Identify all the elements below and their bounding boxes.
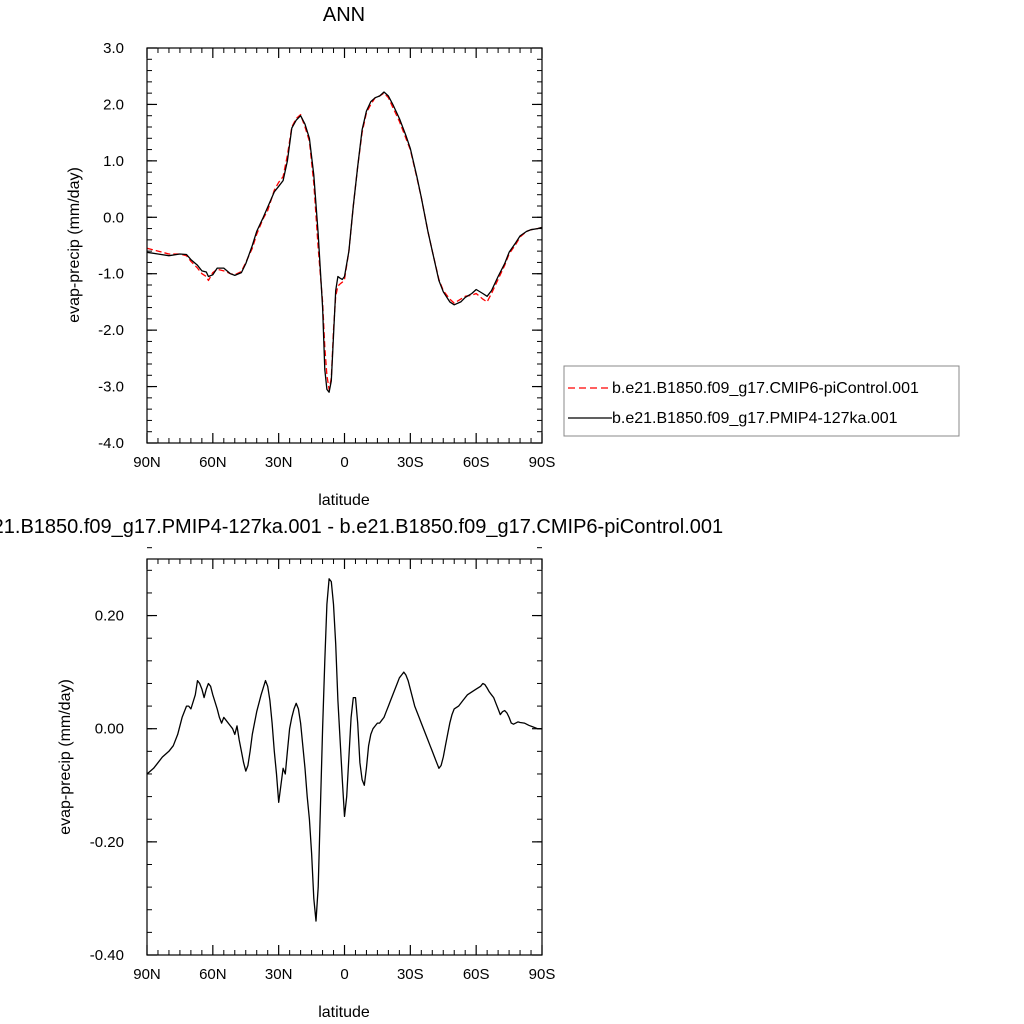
y-tick-label: 3.0 (103, 40, 124, 57)
x-tick-label: 60N (199, 966, 227, 983)
panel-2-series (146, 578, 542, 922)
x-tick-label: 60S (463, 454, 490, 471)
y-tick-label: -0.20 (90, 834, 124, 851)
x-tick-label: 60N (199, 454, 227, 471)
difference-panel: b.e21.B1850.f09_g17.PMIP4-127ka.001 - b.… (0, 516, 723, 1021)
y-tick-label: 0.00 (95, 721, 124, 738)
y-tick-label: -1.0 (98, 266, 124, 283)
x-tick-label: 30S (397, 454, 424, 471)
panel-1-xlabel: latitude (318, 492, 370, 509)
panel-1-ylabel: evap-precip (mm/day) (66, 167, 83, 323)
y-tick-label: 1.0 (103, 153, 124, 170)
legend: b.e21.B1850.f09_g17.CMIP6-piControl.001 … (563, 365, 960, 437)
y-tick-label: 0.0 (103, 209, 124, 226)
series-line-1 (146, 578, 542, 922)
y-tick-label: -4.0 (98, 435, 124, 452)
x-tick-label: 90N (133, 454, 161, 471)
panel-2-ticks: 90N 60N 30N 0 30S 60S 90S 0.20 0.00 -0.20 -0.40 (90, 547, 556, 983)
x-tick-label: 30N (265, 454, 293, 471)
y-tick-label: 0.20 (95, 608, 124, 625)
x-tick-label: 60S (463, 966, 490, 983)
y-tick-label: -2.0 (98, 322, 124, 339)
x-tick-label: 0 (340, 454, 348, 471)
y-tick-label: 2.0 (103, 96, 124, 113)
panel-2-frame (146, 558, 543, 956)
x-tick-label: 90N (133, 966, 161, 983)
annual-panel: ANN 90N 60N 30N 0 30S 60S 90S 3.0 2.0 1.0 0.0 -1.0 -… (66, 4, 555, 509)
panel-1-frame (146, 47, 543, 444)
panel-1-ticks: 90N 60N 30N 0 30S 60S 90S 3.0 2.0 1.0 0.0 -1.0 -2.0 -… (98, 40, 555, 471)
x-tick-label: 0 (340, 966, 348, 983)
panel-2-ylabel: evap-precip (mm/day) (57, 679, 74, 835)
y-tick-label: -3.0 (98, 379, 124, 396)
panel-1-series (146, 91, 543, 393)
legend-box (563, 365, 960, 437)
x-tick-label: 90S (529, 966, 556, 983)
legend-label-picontrol: b.e21.B1850.f09_g17.CMIP6-piControl.001 (612, 380, 919, 397)
x-tick-label: 30S (397, 966, 424, 983)
panel-2-xlabel: latitude (318, 1004, 370, 1021)
series-line-1 (146, 92, 543, 391)
x-tick-label: 30N (265, 966, 293, 983)
panel-1-title: ANN (323, 4, 365, 26)
legend-label-127ka: b.e21.B1850.f09_g17.PMIP4-127ka.001 (612, 410, 898, 427)
y-tick-label: -0.40 (90, 947, 124, 964)
panel-2-title: b.e21.B1850.f09_g17.PMIP4-127ka.001 - b.… (0, 516, 723, 538)
x-tick-label: 90S (529, 454, 556, 471)
series-line-2 (146, 91, 543, 393)
